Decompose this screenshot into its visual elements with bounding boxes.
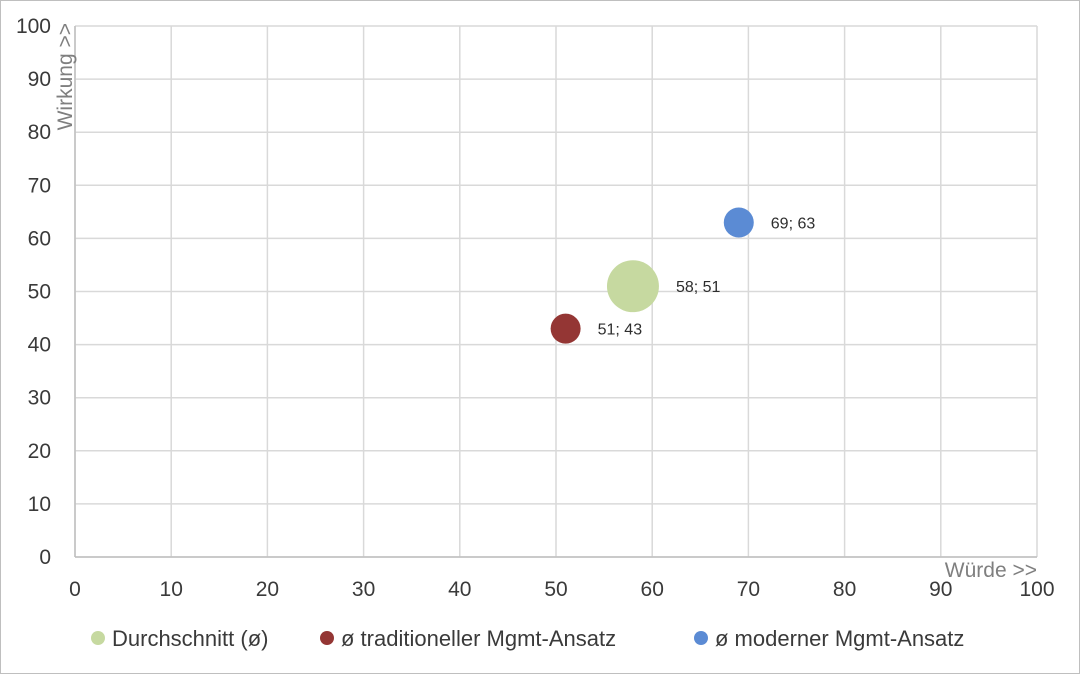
bubble-data-label: 51; 43 [598,322,643,339]
bubble-point [550,313,581,344]
y-tick-label: 10 [28,493,51,516]
bubble-point [606,260,659,313]
bubble-data-label: 69; 63 [771,215,816,232]
y-tick-label: 20 [28,440,51,463]
legend-entry: ø traditioneller Mgmt-Ansatz [341,626,616,651]
x-tick-label: 100 [1019,578,1054,601]
y-axis-ticks: 0 10 20 30 40 50 60 70 80 90 100 [16,15,51,569]
y-tick-label: 90 [28,68,51,91]
y-tick-label: 60 [28,227,51,250]
y-tick-label: 100 [16,15,51,38]
x-tick-label: 70 [737,578,760,601]
x-tick-label: 40 [448,578,471,601]
x-tick-label: 60 [641,578,664,601]
axes [74,26,1037,558]
data-labels: 58; 51 51; 43 69; 63 [598,215,816,338]
x-tick-label: 10 [160,578,183,601]
x-axis-ticks: 0 10 20 30 40 50 60 70 80 90 100 [69,578,1054,601]
y-tick-label: 40 [28,334,51,357]
y-tick-label: 30 [28,387,51,410]
y-tick-label: 70 [28,174,51,197]
x-tick-label: 30 [352,578,375,601]
y-tick-label: 50 [28,281,51,304]
legend-entry: Durchschnitt (ø) [112,626,268,651]
legend-marker [320,631,334,645]
legend-marker [91,631,105,645]
bubble-data-label: 58; 51 [676,279,721,296]
legend-entry: ø moderner Mgmt-Ansatz [715,626,964,651]
y-tick-label: 80 [28,121,51,144]
x-tick-label: 20 [256,578,279,601]
legend-marker [694,631,708,645]
x-axis-title: Würde >> [945,559,1037,582]
y-axis-title: Wirkung >> [54,23,77,130]
legend: Durchschnitt (ø) ø traditioneller Mgmt-An… [91,626,964,651]
x-tick-label: 50 [544,578,567,601]
x-tick-label: 90 [929,578,952,601]
bubbles [550,207,754,344]
gridlines [74,25,1038,558]
y-tick-label: 0 [39,546,51,569]
x-tick-label: 0 [69,578,81,601]
bubble-point [723,207,754,238]
x-tick-label: 80 [833,578,856,601]
